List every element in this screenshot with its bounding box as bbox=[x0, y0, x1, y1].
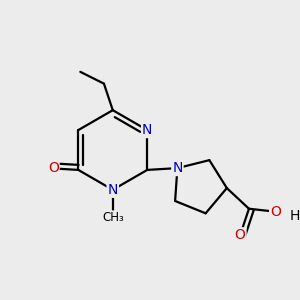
Text: N: N bbox=[172, 161, 183, 175]
Text: CH₃: CH₃ bbox=[102, 211, 124, 224]
Text: O: O bbox=[270, 205, 281, 219]
Text: H: H bbox=[290, 209, 300, 223]
Text: O: O bbox=[235, 228, 245, 242]
Text: N: N bbox=[142, 123, 152, 137]
Text: O: O bbox=[48, 161, 59, 176]
Text: N: N bbox=[108, 183, 118, 197]
